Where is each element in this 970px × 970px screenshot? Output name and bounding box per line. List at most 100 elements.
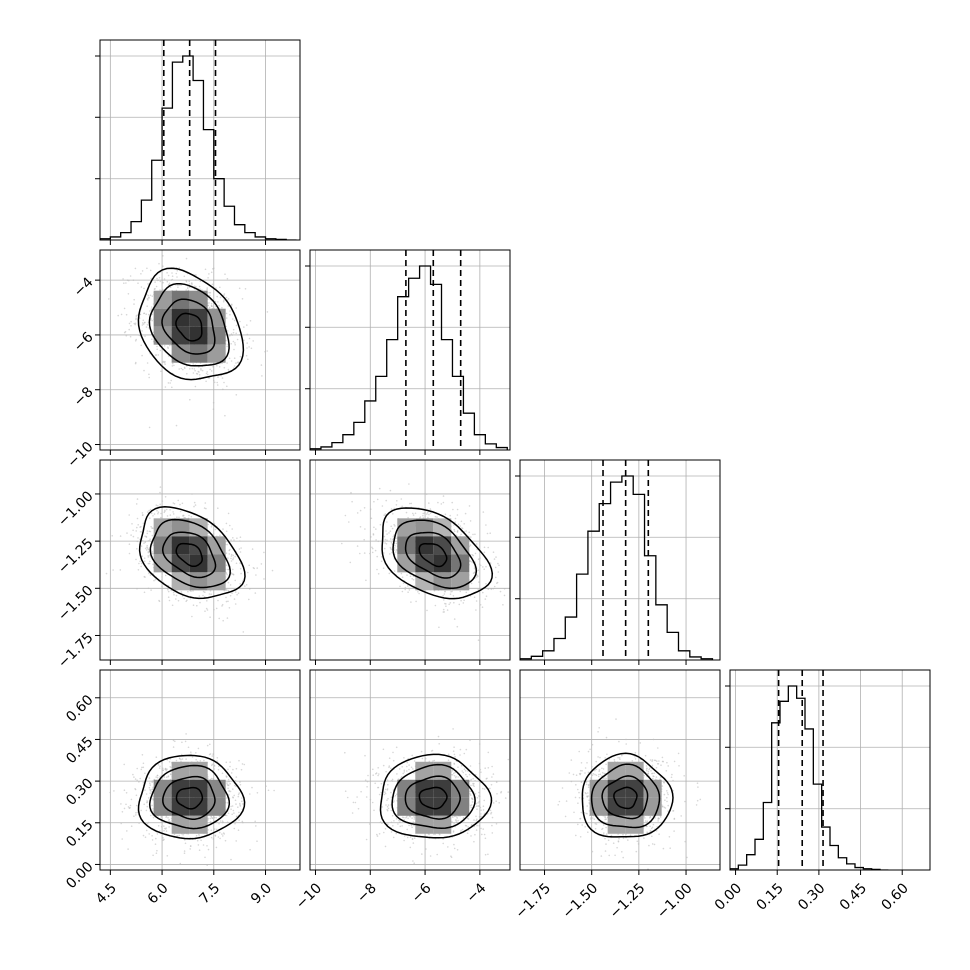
scatter-point xyxy=(463,523,466,525)
scatter-point xyxy=(195,758,197,761)
scatter-point xyxy=(233,827,236,830)
scatter-point xyxy=(239,802,241,805)
scatter-point xyxy=(146,324,149,326)
scatter-point xyxy=(170,279,173,281)
y-tick-label: −4 xyxy=(71,274,97,300)
scatter-point xyxy=(230,858,232,861)
scatter-point xyxy=(161,585,163,588)
scatter-point xyxy=(192,604,195,606)
scatter-point xyxy=(230,772,233,774)
scatter-point xyxy=(434,515,437,518)
scatter-point xyxy=(141,766,143,769)
scatter-point xyxy=(480,815,482,818)
scatter-point xyxy=(222,821,224,823)
scatter-point xyxy=(137,524,139,526)
scatter-point xyxy=(493,585,496,588)
scatter-point xyxy=(248,337,251,340)
scatter-point xyxy=(462,771,465,774)
scatter-point xyxy=(389,538,392,540)
scatter-point xyxy=(150,512,153,515)
scatter-point xyxy=(372,774,375,776)
scatter-point xyxy=(135,338,137,341)
scatter-point xyxy=(233,357,236,360)
scatter-point xyxy=(167,382,170,384)
scatter-point xyxy=(232,796,234,799)
scatter-point xyxy=(235,840,237,842)
scatter-point xyxy=(444,513,447,516)
scatter-point xyxy=(491,776,493,778)
scatter-point xyxy=(381,556,383,558)
scatter-point xyxy=(390,791,392,794)
scatter-point xyxy=(221,772,224,775)
scatter-point xyxy=(436,853,439,856)
scatter-point xyxy=(421,757,424,760)
scatter-point xyxy=(207,848,210,851)
scatter-point xyxy=(470,778,473,781)
scatter-point xyxy=(489,532,492,534)
scatter-point xyxy=(487,588,490,590)
scatter-point xyxy=(238,819,240,821)
scatter-point xyxy=(184,842,187,845)
scatter-point xyxy=(169,286,172,289)
scatter-point xyxy=(150,589,152,591)
density-cell xyxy=(171,797,190,816)
scatter-point xyxy=(119,569,122,571)
scatter-point xyxy=(233,348,235,351)
scatter-point xyxy=(140,286,143,288)
scatter-point xyxy=(204,268,207,271)
scatter-point xyxy=(492,587,495,590)
scatter-point xyxy=(149,792,151,794)
scatter-point xyxy=(418,592,420,595)
scatter-point xyxy=(155,354,158,356)
scatter-point xyxy=(210,777,213,780)
panel-1-0: −10−8−6−4 xyxy=(64,249,301,471)
scatter-point xyxy=(479,557,481,559)
scatter-point xyxy=(215,846,218,849)
scatter-point xyxy=(231,334,233,336)
scatter-point xyxy=(241,298,244,300)
scatter-point xyxy=(255,825,257,827)
scatter-point xyxy=(153,288,156,291)
scatter-point xyxy=(151,839,154,841)
scatter-point xyxy=(173,833,176,836)
density-cell xyxy=(171,326,190,345)
scatter-point xyxy=(149,269,152,272)
y-tick-label: −8 xyxy=(71,384,97,410)
scatter-point xyxy=(456,531,459,533)
scatter-point xyxy=(444,602,446,605)
scatter-point xyxy=(212,366,214,368)
scatter-point xyxy=(207,304,209,307)
scatter-point xyxy=(256,840,258,842)
density-cell xyxy=(171,344,190,363)
scatter-point xyxy=(132,529,134,532)
scatter-point xyxy=(171,272,173,274)
scatter-point xyxy=(456,625,459,628)
scatter-point xyxy=(388,572,391,575)
scatter-point xyxy=(133,298,135,301)
scatter-point xyxy=(172,511,174,513)
scatter-point xyxy=(453,762,456,765)
scatter-point xyxy=(375,539,377,541)
scatter-point xyxy=(218,617,220,620)
scatter-point xyxy=(241,800,243,803)
scatter-point xyxy=(141,354,143,357)
scatter-point xyxy=(392,513,394,515)
scatter-point xyxy=(198,374,201,376)
scatter-point xyxy=(147,587,150,590)
scatter-point xyxy=(152,798,154,800)
scatter-point xyxy=(453,528,456,531)
scatter-point xyxy=(153,513,156,515)
scatter-point xyxy=(412,842,415,844)
scatter-point xyxy=(229,765,231,768)
scatter-point xyxy=(151,552,154,555)
scatter-point xyxy=(473,567,476,570)
scatter-point xyxy=(221,603,224,606)
scatter-point xyxy=(165,816,167,818)
scatter-point xyxy=(243,339,245,342)
scatter-point xyxy=(250,347,253,350)
scatter-point xyxy=(472,533,474,536)
y-tick-label: 0.00 xyxy=(63,859,96,892)
scatter-point xyxy=(136,526,138,529)
scatter-point xyxy=(235,324,238,327)
scatter-point xyxy=(479,604,482,606)
